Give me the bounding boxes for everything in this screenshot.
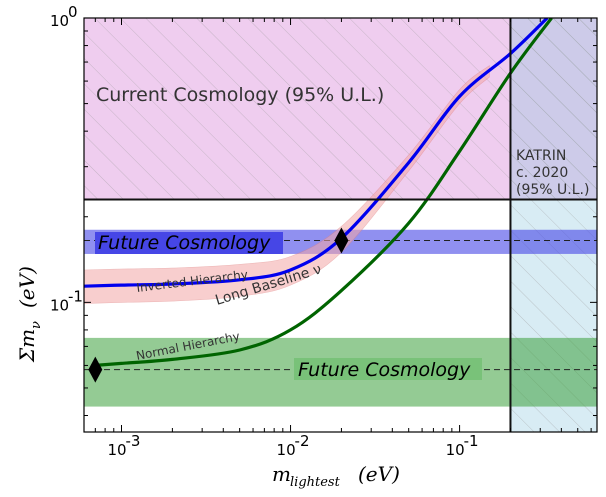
x-tick-exponent: -2 [295, 432, 310, 450]
x-axis-title-sub: lightest [290, 475, 341, 490]
katrin-label-line3: (95% U.L.) [516, 182, 589, 198]
future-cosmology-label-upper: Future Cosmology [98, 232, 271, 254]
inverted-hierarchy-curve [84, 18, 549, 288]
x-axis-title: m lightest (eV) [272, 462, 400, 490]
y-tick-label: 10 [50, 12, 69, 30]
diamond-marker-upper [334, 227, 349, 254]
katrin-label-line2: c. 2020 [516, 165, 568, 181]
future-cosmology-label-bg-lower [294, 358, 482, 380]
y-axis-title-main: Σm [15, 329, 39, 363]
x-axis-title-main: m [272, 462, 291, 486]
katrin-label-line1: KATRIN [516, 148, 566, 164]
x-tick-exponent: -1 [464, 432, 479, 450]
y-axis-title-sub: ν [29, 321, 44, 329]
future-cosmology-label-lower: Future Cosmology [298, 359, 471, 381]
y-tick-exponent: 0 [68, 3, 78, 21]
y-axis-title-unit: (eV) [15, 266, 39, 308]
x-tick-label: 10 [108, 441, 127, 459]
y-tick-exponent: -1 [68, 287, 83, 305]
x-axis-title-unit: (eV) [358, 462, 400, 486]
long-baseline-band [84, 64, 490, 304]
plot-frame [83, 17, 598, 433]
current-cosmology-label: Current Cosmology (95% U.L.) [96, 84, 384, 106]
y-tick-label: 10 [50, 296, 69, 314]
diamond-marker-lower [88, 356, 103, 383]
x-tick-exponent: -3 [126, 432, 141, 450]
x-tick-label: 10 [277, 441, 296, 459]
x-tick-label: 10 [446, 441, 465, 459]
y-axis-title: Σm ν (eV) [15, 266, 44, 363]
normal-hierarchy-curve [95, 18, 553, 367]
future-cosmology-label-bg-upper [95, 232, 283, 254]
